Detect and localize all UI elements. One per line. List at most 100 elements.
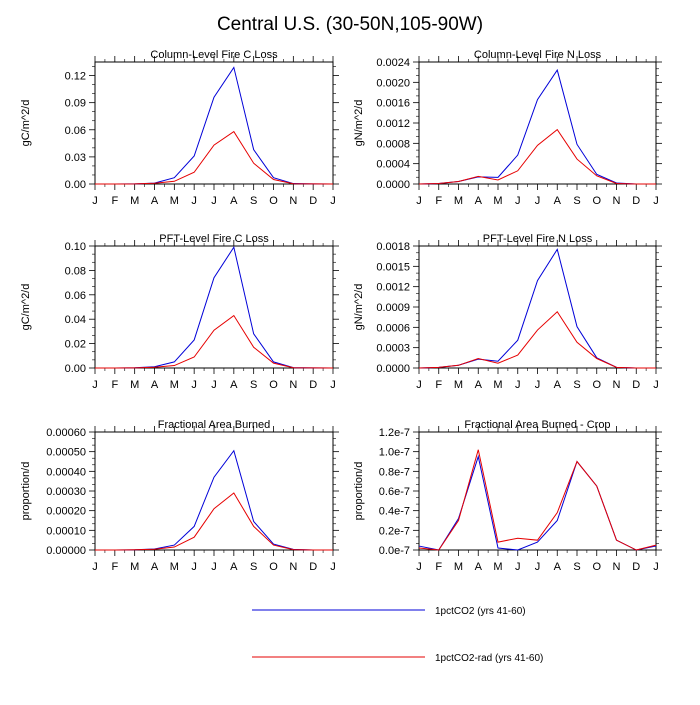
y-axis-label: gC/m^2/d [20,100,32,147]
series-line-1 [418,248,656,369]
x-tick-label: F [111,379,118,391]
x-tick-label: N [613,195,621,207]
x-tick-label: A [230,195,238,207]
panel-title: Fractional Area Burned [158,419,271,431]
series-line-2 [418,128,656,185]
x-tick-label: J [416,561,422,573]
x-tick-label: A [554,379,562,391]
y-tick-label: 0.0e-7 [379,545,410,557]
x-tick-label: J [535,379,541,391]
y-tick-label: 0.00040 [46,466,86,478]
y-tick-label: 0.0009 [376,302,410,314]
x-tick-label: J [330,379,336,391]
x-tick-label: J [92,195,98,207]
series-line-2 [95,314,334,369]
x-tick-label: J [653,379,659,391]
y-tick-label: 0.0024 [376,57,410,69]
x-tick-label: S [250,379,257,391]
x-tick-label: O [269,195,278,207]
x-tick-label: M [170,379,179,391]
legend-label-1pctco2: 1pctCO2 (yrs 41-60) [435,606,526,617]
x-tick-label: J [191,561,197,573]
x-tick-label: D [309,195,317,207]
y-tick-label: 0.0004 [376,159,410,171]
x-tick-label: M [454,195,463,207]
plot-frame [94,245,334,369]
x-tick-label: J [92,379,98,391]
y-tick-label: 0.06 [65,290,86,302]
plot-frame [418,245,657,369]
x-tick-label: O [269,379,278,391]
x-tick-label: J [211,561,217,573]
series-line-1 [95,66,334,185]
x-tick-label: J [535,561,541,573]
y-tick-label: 0.00010 [46,525,86,537]
x-tick-label: S [573,561,580,573]
y-tick-label: 0.0015 [376,261,410,273]
x-tick-label: J [416,195,422,207]
x-tick-label: J [211,195,217,207]
x-tick-label: J [211,379,217,391]
series-line-1 [95,449,333,551]
x-tick-label: S [573,379,580,391]
x-tick-label: A [230,561,238,573]
y-tick-label: 0.0012 [376,118,410,130]
x-tick-label: O [592,561,601,573]
x-tick-label: D [632,561,640,573]
x-tick-label: J [653,195,659,207]
y-tick-label: 0.06 [65,125,86,137]
x-tick-label: J [330,195,336,207]
x-tick-label: A [151,561,159,573]
x-tick-label: N [289,379,297,391]
x-tick-label: M [493,195,502,207]
x-tick-label: M [170,195,179,207]
x-tick-label: F [111,195,118,207]
y-tick-label: 0.0003 [376,343,410,355]
panel-title: Fractional Area Burned - Crop [464,419,610,431]
x-tick-label: M [170,561,179,573]
x-tick-label: A [475,379,483,391]
x-tick-label: S [250,561,257,573]
x-tick-label: J [535,195,541,207]
series-line-1 [418,68,656,185]
x-tick-label: A [151,195,159,207]
y-tick-label: 0.4e-7 [379,506,410,518]
y-tick-label: 0.10 [65,241,86,253]
x-tick-label: F [435,379,442,391]
y-tick-label: 1.2e-7 [379,427,410,439]
series-line-2 [418,310,656,369]
y-tick-label: 0.8e-7 [379,466,410,478]
x-tick-label: M [454,561,463,573]
y-tick-label: 0.0016 [376,98,410,110]
y-tick-label: 0.0018 [376,241,410,253]
x-tick-label: J [515,561,521,573]
y-tick-label: 0.02 [65,339,86,351]
x-tick-label: S [250,195,257,207]
y-axis-label: proportion/d [20,462,32,521]
x-tick-label: J [191,379,197,391]
panel-title: Column-Level Fire N Loss [474,49,602,61]
y-tick-label: 0.09 [65,98,86,110]
x-tick-label: J [330,561,336,573]
series-line-1 [95,245,334,369]
y-tick-label: 0.6e-7 [379,486,410,498]
x-tick-label: N [289,561,297,573]
x-tick-label: A [475,195,483,207]
x-tick-label: O [269,561,278,573]
panel-title: Column-Level Fire C Loss [150,49,278,61]
y-tick-label: 0.00000 [46,545,86,557]
x-tick-label: N [289,195,297,207]
panel-title: PFT-Level Fire N Loss [483,233,593,245]
series-line-2 [95,492,333,551]
y-tick-label: 0.00060 [46,427,86,439]
y-tick-label: 0.0020 [376,77,410,89]
y-tick-label: 0.04 [65,314,86,326]
x-tick-label: F [435,195,442,207]
plot-frame [418,61,657,185]
x-tick-label: M [130,195,139,207]
x-tick-label: A [554,195,562,207]
legend: 1pctCO2 (yrs 41-60) 1pctCO2-rad (yrs 41-… [252,606,543,664]
